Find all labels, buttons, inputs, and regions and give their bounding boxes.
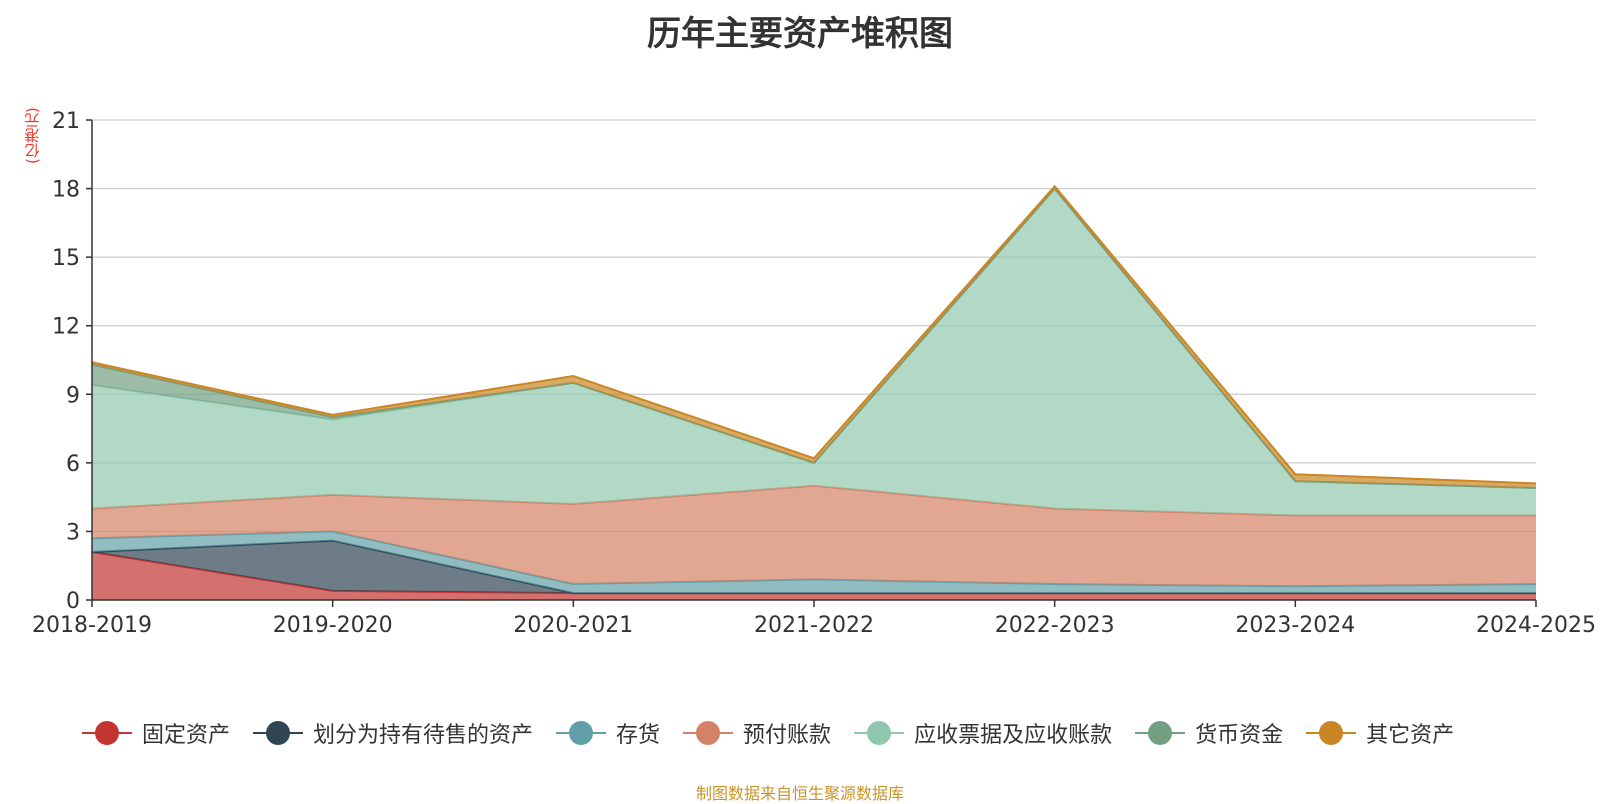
legend-marker-icon	[82, 720, 132, 746]
area-series-2[interactable]	[92, 531, 1536, 594]
legend-marker-icon	[683, 720, 734, 746]
y-tick-label: 6	[66, 452, 80, 477]
area-series-3[interactable]	[92, 485, 1536, 587]
chart-title: 历年主要资产堆积图	[647, 14, 953, 54]
legend-label: 固定资产	[142, 723, 231, 748]
y-tick-label: 3	[66, 520, 80, 545]
legend-item[interactable]: 预付账款	[683, 717, 831, 749]
area-series-4[interactable]	[92, 188, 1536, 516]
legend-item[interactable]: 固定资产	[82, 717, 230, 749]
y-tick-label: 15	[52, 246, 80, 271]
area-series-0[interactable]	[92, 552, 1536, 600]
legend-item[interactable]: 应收票据及应收账款	[854, 717, 1112, 749]
axes: 0 3 6 9 12 15 18 21 2018-2019 2019-2020 2020-2021 2…	[32, 109, 1596, 638]
legend-label: 存货	[616, 723, 661, 748]
data-source-note: 制图数据来自恒生聚源数据库	[695, 784, 904, 803]
x-tick-label: 2023-2024	[1235, 613, 1355, 638]
area-series-1[interactable]	[92, 540, 1536, 594]
legend-label: 划分为持有待售的资产	[313, 723, 534, 748]
x-tick-label: 2024-2025	[1476, 613, 1596, 638]
legend-marker-icon	[253, 720, 304, 746]
y-tick-label: 21	[52, 109, 80, 134]
legend-item[interactable]: 货币资金	[1135, 717, 1283, 749]
y-tick-label: 18	[52, 178, 80, 203]
y-tick-label: 0	[66, 589, 80, 614]
stacked-areas	[91, 184, 1537, 600]
legend-label: 应收票据及应收账款	[914, 723, 1113, 748]
y-tick-label: 12	[52, 315, 80, 340]
legend-item[interactable]: 其它资产	[1306, 717, 1454, 749]
legend-label: 货币资金	[1195, 723, 1284, 748]
legend-label: 预付账款	[743, 723, 832, 748]
legend-item[interactable]: 划分为持有待售的资产	[253, 717, 533, 749]
x-tick-label: 2019-2020	[273, 613, 393, 638]
x-tick-label: 2021-2022	[754, 613, 874, 638]
legend-item[interactable]: 存货	[556, 717, 660, 749]
y-tick-label: 9	[66, 383, 80, 408]
legend-marker-icon	[854, 720, 905, 746]
legend-label: 其它资产	[1366, 723, 1455, 748]
legend-marker-icon	[1306, 720, 1357, 746]
legend-marker-icon	[1135, 720, 1186, 746]
x-tick-label: 2022-2023	[995, 613, 1115, 638]
series-line-6	[91, 184, 1537, 485]
legend: 固定资产 划分为持有待售的资产 存货 预付账款 应收票据及应收账款 货币资金 其它资产	[82, 716, 1477, 750]
x-tick-label: 2018-2019	[32, 613, 152, 638]
legend-marker-icon	[556, 720, 607, 746]
x-tick-label: 2020-2021	[513, 613, 633, 638]
series-line-2	[91, 530, 1537, 588]
